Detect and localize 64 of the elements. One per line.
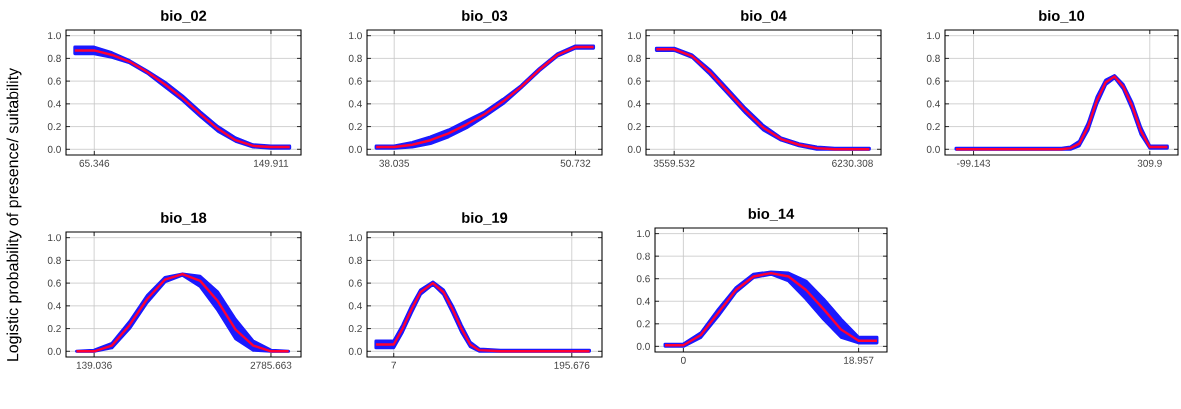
y-tick-label: 0.8 [348,256,362,264]
y-tick-label: 1.0 [48,234,61,242]
y-tick-label: 0.6 [627,77,641,85]
y-tick-label: 0.0 [627,145,641,153]
y-tick-label: 0.2 [348,123,362,131]
y-tick-label: 0.8 [636,252,650,260]
x-tick-label: 195.676 [554,361,590,369]
y-tick-label: 0.4 [348,100,363,108]
y-tick-label: 0.4 [636,297,650,305]
x-tick-label: 139.036 [76,361,112,369]
y-tick-label: 0.6 [47,279,61,287]
y-tick-label: 1.0 [927,32,940,40]
x-tick-label: 149.911 [254,159,289,167]
chart-title: bio_04 [741,10,787,23]
y-tick-label: 1.0 [48,32,61,40]
y-tick-label: 0.0 [926,145,940,153]
y-tick-label: 0.2 [636,320,650,328]
chart-title: bio_03 [462,10,508,23]
y-tick-label: 0.2 [47,325,61,333]
y-tick-label: 0.0 [348,347,362,355]
x-tick-label: 18.957 [844,356,874,364]
x-tick-label: 7 [391,361,396,369]
y-tick-label: 0.4 [47,302,62,310]
y-tick-label: 0.8 [926,54,940,62]
x-tick-label: 65.346 [79,159,110,167]
x-tick-label: 38.035 [379,159,410,167]
y-tick-label: 0.0 [47,347,61,355]
y-tick-label: 0.2 [926,123,940,131]
y-tick-label: 0.0 [47,145,61,153]
x-tick-label: 309.9 [1137,159,1162,167]
y-tick-label: 1.0 [637,230,650,238]
y-tick-label: 0.8 [627,54,641,62]
y-tick-label: 0.2 [348,325,362,333]
y-tick-label: 1.0 [349,32,362,40]
y-tick-label: 1.0 [628,32,641,40]
chart-title: bio_02 [161,10,207,23]
y-tick-label: 0.4 [348,302,363,310]
x-tick-label: 0 [681,356,686,364]
chart-title: bio_14 [748,208,795,221]
y-tick-label: 0.4 [926,100,940,108]
y-tick-label: 0.4 [627,100,641,108]
y-tick-label: 0.6 [47,77,61,85]
y-tick-label: 0.2 [47,123,61,131]
y-tick-label: 0.2 [627,123,641,131]
x-tick-label: 6230.308 [832,159,873,167]
chart-title: bio_18 [161,212,207,225]
y-tick-label: 0.8 [348,54,362,62]
x-tick-label: 2785.663 [250,361,292,369]
y-tick-label: 0.8 [47,256,61,264]
chart-title: bio_19 [462,212,508,225]
y-tick-label: 0.8 [47,54,61,62]
x-tick-label: 3559.532 [653,159,695,167]
y-tick-label: 0.4 [47,100,62,108]
y-tick-label: 0.6 [926,77,940,85]
x-tick-label: 50.732 [560,159,591,167]
y-axis-title: Logistic probability of presence/ suitability [6,67,22,361]
chart-title: bio_10 [1039,10,1085,23]
y-tick-label: 1.0 [349,234,362,242]
y-tick-label: 0.0 [636,342,650,350]
y-tick-label: 0.6 [348,279,362,287]
y-tick-label: 0.6 [348,77,362,85]
y-tick-label: 0.6 [636,275,650,283]
x-tick-label: -99.143 [957,159,991,167]
y-tick-label: 0.0 [348,145,362,153]
